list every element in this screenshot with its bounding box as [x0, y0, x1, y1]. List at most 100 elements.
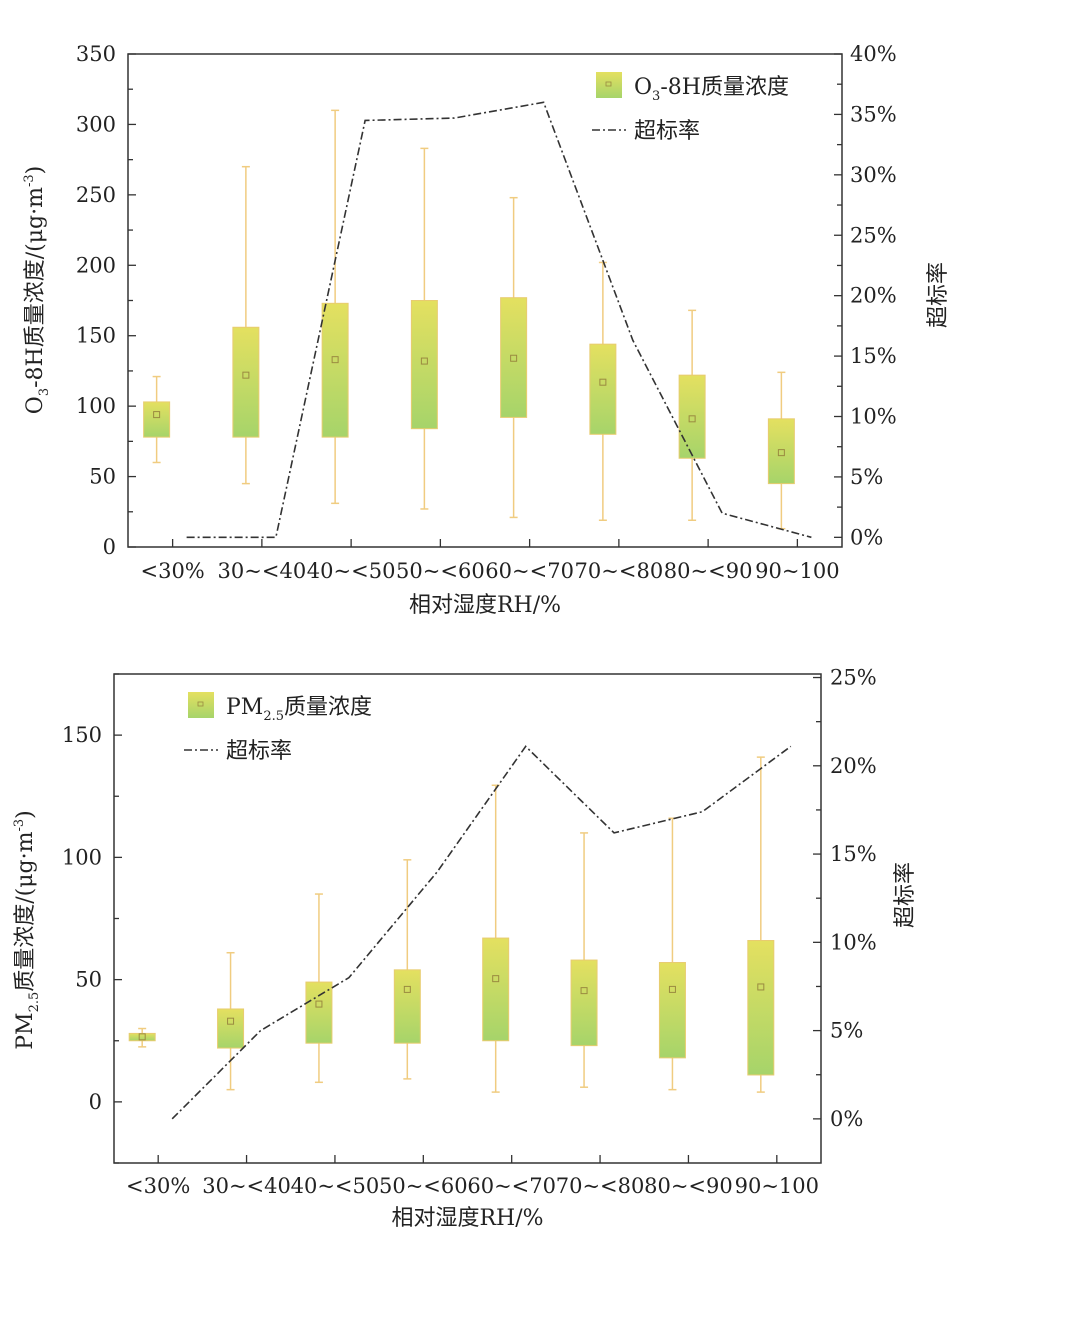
y-tick-label: 100 — [76, 394, 116, 418]
y2-axis-title: 超标率 — [926, 262, 951, 328]
mean-marker — [599, 378, 607, 386]
x-axis-title: 相对湿度RH/% — [409, 593, 561, 618]
y-axis-title-part: 3 — [37, 388, 52, 396]
y-axis-title-part: ) — [23, 166, 48, 175]
legend-box-label-part: O — [634, 75, 652, 100]
x-tick-label: 90~100 — [735, 1174, 819, 1198]
y-axis-title-part: -3 — [22, 174, 37, 187]
y2-tick-label: 25% — [830, 666, 877, 690]
x-tick-label: 50~<60 — [379, 1174, 468, 1198]
box — [767, 418, 795, 485]
x-tick-label: 60~<70 — [467, 1174, 556, 1198]
o3-chart: 0 50 100 150 200 250 300 350 0% 5% 10% 15% 20% 25% 30%… — [22, 42, 951, 618]
y-tick-label: 200 — [76, 253, 116, 277]
y-axis-title-part: O — [23, 396, 48, 414]
box — [678, 374, 706, 459]
legend-box-label: PM2.5质量浓度 — [226, 695, 372, 724]
y2-tick-label: 10% — [830, 930, 877, 954]
y2-tick-label: 20% — [830, 754, 877, 778]
mean-marker — [420, 357, 428, 365]
y-axis-title: PM2.5质量浓度/(μg·m-3) — [12, 810, 42, 1050]
y-tick-label: 50 — [89, 465, 116, 489]
y-tick-label: 250 — [76, 183, 116, 207]
mean-marker — [315, 1000, 323, 1008]
mean-marker — [138, 1033, 146, 1041]
x-tick-label: 30~<40 — [202, 1174, 291, 1198]
y-tick-label: 150 — [76, 324, 116, 348]
y2-tick-label: 5% — [850, 465, 883, 489]
y2-tick-label: 0% — [830, 1107, 863, 1131]
y2-tick-label: 5% — [830, 1019, 863, 1043]
legend-mean-icon — [605, 81, 612, 87]
legend-box-label: O3-8H质量浓度 — [634, 75, 789, 104]
box — [482, 937, 510, 1042]
y-axis-title-part: PM — [13, 1012, 38, 1049]
y2-tick-label: 30% — [850, 163, 897, 187]
box — [143, 401, 171, 438]
legend-box-label-part: 3 — [652, 89, 660, 104]
x-tick-label: 80~<90 — [664, 559, 753, 583]
y-tick-label: 150 — [62, 723, 102, 747]
box — [410, 300, 438, 430]
y-axis-title-part: ) — [13, 810, 38, 819]
y2-tick-label: 10% — [850, 405, 897, 429]
box — [658, 962, 686, 1059]
x-tick-label: 40~<50 — [307, 559, 396, 583]
x-tick-label: 40~<50 — [291, 1174, 380, 1198]
x-tick-label: 60~<70 — [485, 559, 574, 583]
box — [747, 940, 775, 1076]
pm25-chart: 0 50 100 150 0% 5% 10% 15% 20% 25% <30% 30~<40 40~<5… — [12, 666, 918, 1231]
legend-box-swatch — [188, 692, 214, 718]
plot-frame — [127, 53, 843, 548]
y-tick-label: 300 — [76, 112, 116, 136]
mean-marker — [510, 354, 518, 362]
x-tick-label: <30% — [126, 1174, 190, 1198]
y-tick-label: 50 — [75, 968, 102, 992]
x-tick-label: 80~<90 — [644, 1174, 733, 1198]
y-tick-label: 100 — [62, 845, 102, 869]
y-tick-label: 0 — [103, 535, 116, 559]
mean-marker — [403, 985, 411, 993]
y-tick-label: 0 — [89, 1090, 102, 1114]
y-tick-label: 350 — [76, 42, 116, 66]
y2-tick-label: 25% — [850, 223, 897, 247]
mean-marker — [331, 356, 339, 364]
exceedance-rate-line — [171, 745, 792, 1120]
box — [393, 969, 421, 1044]
y2-tick-label: 15% — [850, 344, 897, 368]
mean-marker — [777, 449, 785, 457]
box — [500, 297, 528, 418]
y-axis-title-part: -3 — [12, 819, 27, 832]
legend-mean-icon — [197, 701, 204, 707]
box — [217, 1008, 245, 1049]
x-axis-title: 相对湿度RH/% — [391, 1206, 543, 1231]
mean-marker — [492, 975, 500, 983]
legend-box-label-part: -8H质量浓度 — [660, 75, 789, 100]
mean-marker — [688, 415, 696, 423]
box — [570, 959, 598, 1047]
mean-marker — [757, 983, 765, 991]
y-axis-title-part: -8H质量浓度/(μg·m — [23, 187, 48, 388]
legend-box-label-part: 质量浓度 — [284, 695, 372, 720]
y-axis-title-part: 质量浓度/(μg·m — [13, 831, 38, 991]
x-tick-label: 70~<80 — [575, 559, 664, 583]
y-axis-title-part: 2.5 — [27, 992, 42, 1013]
x-tick-label: 50~<60 — [396, 559, 485, 583]
legend-box-label-part: 2.5 — [263, 709, 284, 724]
y2-axis-title: 超标率 — [893, 862, 918, 928]
plot-frame — [113, 673, 822, 1164]
box — [589, 343, 617, 435]
box — [321, 302, 349, 438]
mean-marker — [668, 985, 676, 993]
x-tick-label: 90~100 — [755, 559, 839, 583]
legend-line-label: 超标率 — [634, 119, 700, 144]
y-axis-title: O3-8H质量浓度/(μg·m-3) — [22, 166, 52, 414]
y2-tick-label: 15% — [830, 842, 877, 866]
exceedance-rate-line — [186, 101, 812, 539]
y2-tick-label: 20% — [850, 284, 897, 308]
box — [232, 326, 260, 438]
x-tick-label: <30% — [140, 559, 204, 583]
box — [305, 981, 333, 1044]
mean-marker — [580, 987, 588, 995]
